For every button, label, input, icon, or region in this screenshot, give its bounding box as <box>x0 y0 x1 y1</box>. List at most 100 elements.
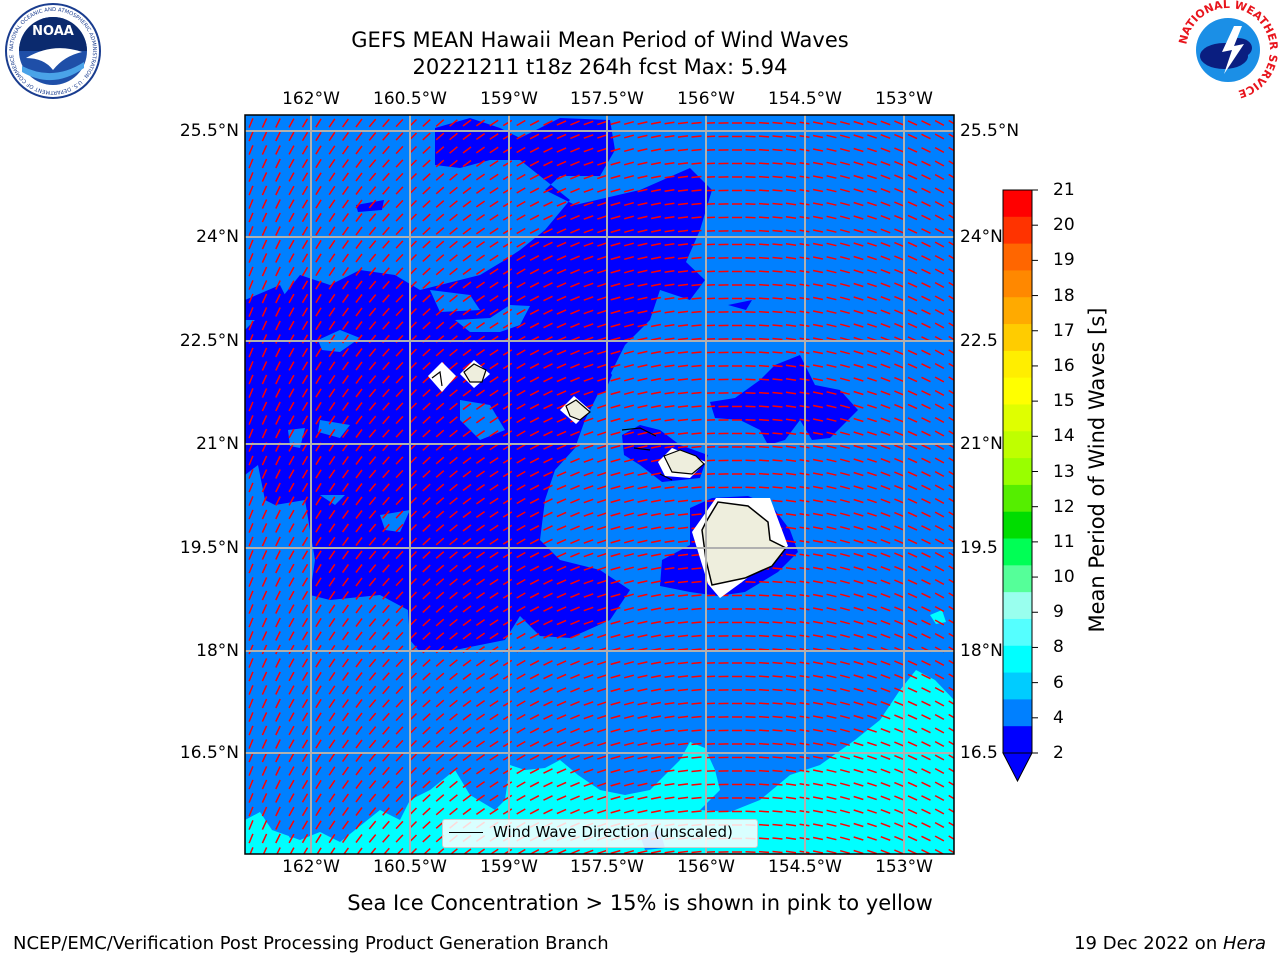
colorbar-segment <box>1003 726 1032 754</box>
colorbar-tick-label: 18 <box>1053 285 1075 306</box>
colorbar-segment <box>1003 324 1032 352</box>
gridlines <box>245 115 954 854</box>
left-latitude-label: 16.5°N <box>179 743 239 763</box>
map-frame <box>244 114 955 855</box>
top-longitude-label: 162°W <box>282 89 340 109</box>
legend-line-swatch <box>449 832 483 833</box>
nws-logo: NATIONAL WEATHER SERVICE <box>1178 0 1278 100</box>
colorbar-label: Mean Period of Wind Waves [s] <box>1085 307 1109 633</box>
colorbar-segment <box>1003 431 1032 459</box>
molokai-land <box>621 427 657 437</box>
colorbar-tick-label: 11 <box>1053 531 1075 552</box>
colorbar-segment <box>1003 190 1032 218</box>
colorbar-segment <box>1003 404 1032 432</box>
kauai-island <box>428 362 456 392</box>
bottom-longitude-label: 159°W <box>480 857 538 877</box>
colorbar-tick-label: 6 <box>1053 672 1064 693</box>
map-legend: Wind Wave Direction (unscaled) <box>442 819 758 848</box>
colorbar-segment <box>1003 377 1032 406</box>
mid-period-region <box>930 610 946 624</box>
right-latitude-label: 19.5 <box>960 538 998 558</box>
colorbar-segment <box>1003 565 1032 593</box>
colorbar-tick-label: 10 <box>1053 567 1075 588</box>
left-latitude-label: 25.5°N <box>179 121 239 141</box>
colorbar-segment <box>1003 484 1032 513</box>
right-latitude-label: 22.5 <box>960 331 998 351</box>
left-latitude-label: 21°N <box>196 434 239 454</box>
colorbar-tick-label: 19 <box>1053 250 1075 271</box>
colorbar-tick-label: 9 <box>1053 602 1064 623</box>
ocean-patch <box>318 420 350 438</box>
top-longitude-label: 154.5°W <box>768 89 842 109</box>
colorbar-segment <box>1003 350 1032 379</box>
right-latitude-label: 25.5°N <box>960 121 1020 141</box>
ocean-patch <box>282 815 305 838</box>
left-latitude-label: 18°N <box>196 641 239 661</box>
colorbar-tick-label: 15 <box>1053 391 1075 412</box>
colorbar-segment <box>1003 511 1032 540</box>
colorbar-tick-label: 12 <box>1053 496 1075 517</box>
top-longitude-label: 160.5°W <box>373 89 447 109</box>
colorbar-tick-label: 13 <box>1053 461 1075 482</box>
maui-island-land <box>663 449 705 475</box>
footer-date: 19 Dec 2022 on Hera <box>1074 933 1266 954</box>
top-longitude-label: 157.5°W <box>570 89 644 109</box>
colorbar-tick-label: 20 <box>1053 215 1075 236</box>
map-area <box>245 115 954 854</box>
colorbar-segment <box>1003 538 1032 566</box>
right-latitude-label: 16.5 <box>960 743 998 763</box>
ocean-patch <box>455 305 530 332</box>
mid-period-region <box>245 670 954 854</box>
colorbar-segment <box>1003 672 1032 700</box>
left-latitude-label: 19.5°N <box>179 538 239 558</box>
lanai-land <box>633 447 651 451</box>
legend-label: Wind Wave Direction (unscaled) <box>493 823 733 841</box>
colorbar-segment <box>1003 270 1032 298</box>
low-period-region <box>710 355 858 445</box>
top-longitude-label: 156°W <box>677 89 735 109</box>
svg-text:NOAA: NOAA <box>32 24 74 39</box>
right-latitude-label: 18°N <box>960 641 1003 661</box>
niihau-land <box>431 370 443 387</box>
colorbar-tick-label: 17 <box>1053 320 1075 341</box>
chart-title: GEFS MEAN Hawaii Mean Period of Wind Wav… <box>351 28 849 52</box>
colorbar-segment <box>1003 243 1032 272</box>
colorbar-segment <box>1003 699 1032 727</box>
colorbar-tick-label: 21 <box>1053 180 1075 200</box>
right-latitude-label: 24°N <box>960 227 1003 247</box>
footer-date-text: 19 Dec 2022 on <box>1074 933 1223 954</box>
colorbar-tick-label: 2 <box>1053 743 1064 763</box>
left-latitude-label: 22.5°N <box>179 331 239 351</box>
bottom-longitude-label: 154.5°W <box>768 857 842 877</box>
low-period-region <box>728 300 752 310</box>
chart-subtitle: 20221211 t18z 264h fcst Max: 5.94 <box>412 55 788 79</box>
top-longitude-label: 153°W <box>875 89 933 109</box>
colorbar-segment <box>1003 458 1032 486</box>
colorbar-tick-label: 8 <box>1053 637 1064 658</box>
colorbar-tick-label: 14 <box>1053 426 1075 447</box>
low-period-region <box>245 118 712 652</box>
colorbar-segment <box>1003 216 1032 245</box>
bottom-longitude-label: 162°W <box>282 857 340 877</box>
bottom-longitude-label: 153°W <box>875 857 933 877</box>
sea-ice-note: Sea Ice Concentration > 15% is shown in … <box>347 891 933 915</box>
footer-credit: NCEP/EMC/Verification Post Processing Pr… <box>13 933 609 954</box>
bottom-longitude-label: 156°W <box>677 857 735 877</box>
bottom-longitude-label: 160.5°W <box>373 857 447 877</box>
colorbar-segment <box>1003 592 1032 620</box>
kahoolawe-land <box>659 473 673 481</box>
left-latitude-label: 24°N <box>196 227 239 247</box>
noaa-logo: NOAA NATIONAL OCEANIC AND ATMOSPHERIC AD… <box>5 3 101 99</box>
colorbar-segment <box>1003 645 1032 674</box>
ocean-patch <box>460 400 505 440</box>
colorbar-tick-label: 4 <box>1053 707 1064 728</box>
kauai-land <box>463 363 487 383</box>
colorbar-segment <box>1003 297 1032 325</box>
footer-machine: Hera <box>1222 933 1266 954</box>
colorbar-tick-label: 16 <box>1053 355 1075 376</box>
colorbar-segment <box>1003 618 1032 647</box>
colorbar-extend-triangle <box>1002 752 1033 783</box>
top-longitude-label: 159°W <box>480 89 538 109</box>
colorbar <box>1002 189 1038 783</box>
